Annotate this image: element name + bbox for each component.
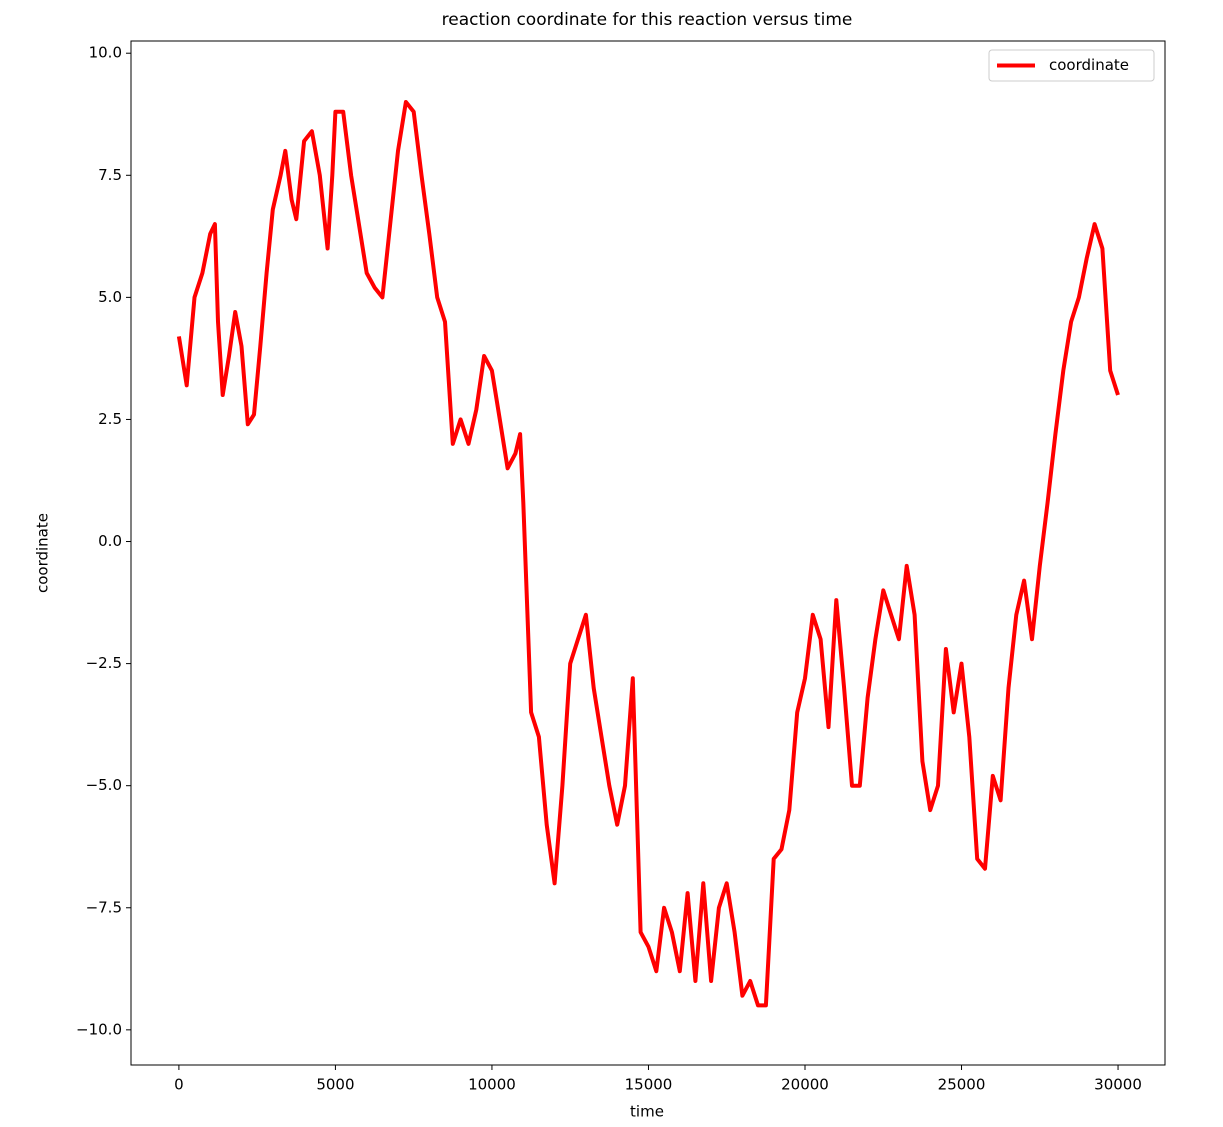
x-tick-label: 10000 [468,1076,516,1094]
legend-box [988,49,1155,82]
legend-label: coordinate [1049,56,1129,74]
x-tick-label: 20000 [781,1076,829,1094]
y-tick-label: 7.5 [98,166,122,184]
x-tick-label: 30000 [1094,1076,1142,1094]
y-tick-label: −7.5 [86,898,122,916]
chart-title: reaction coordinate for this reaction ve… [442,10,853,30]
x-tick-label: 5000 [316,1076,354,1094]
y-axis-label: coordinate [34,513,52,593]
x-tick-label: 25000 [938,1076,986,1094]
y-tick-label: −10.0 [76,1020,122,1038]
plot-frame [130,40,1166,1066]
y-tick-label: −5.0 [86,776,122,794]
x-axis-label: time [630,1103,664,1121]
x-tick-label: 15000 [625,1076,673,1094]
x-tick-label: 0 [174,1076,184,1094]
data-line [176,100,1120,1008]
y-tick-label: 2.5 [98,410,122,428]
y-tick-label: 5.0 [98,288,122,306]
y-tick-label: 10.0 [89,44,122,62]
y-tick-label: 0.0 [98,532,122,550]
y-tick-label: −2.5 [86,654,122,672]
